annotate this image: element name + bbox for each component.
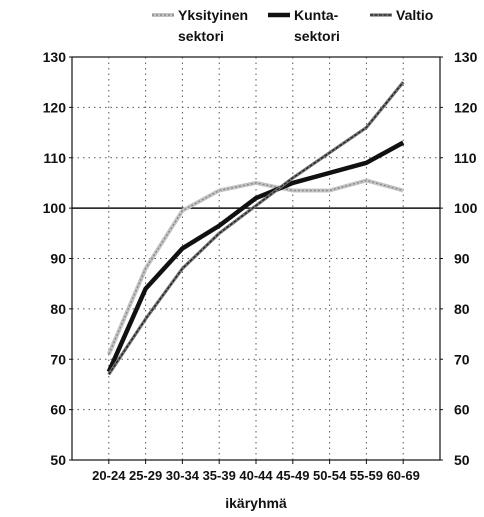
x-tick-label: 50-54	[313, 468, 347, 483]
y-tick-label-left: 130	[43, 49, 67, 65]
y-tick-label-right: 110	[454, 150, 477, 166]
series-2	[107, 81, 405, 376]
legend-label: Yksityinen	[178, 7, 248, 23]
x-tick-label: 55-59	[350, 468, 383, 483]
x-tick-label: 35-39	[203, 468, 236, 483]
legend-label: Valtio	[396, 7, 433, 23]
y-tick-label-left: 90	[50, 251, 66, 267]
grid	[72, 57, 440, 460]
y-tick-label-left: 80	[50, 301, 66, 317]
x-tick-label: 45-49	[276, 468, 309, 483]
y-tick-label-right: 70	[454, 351, 470, 367]
y-tick-label-left: 100	[43, 200, 67, 216]
legend-label: sektori	[294, 28, 340, 44]
y-tick-label-right: 130	[454, 49, 478, 65]
legend-item: Kunta-sektori	[268, 7, 340, 44]
y-tick-label-left: 70	[50, 351, 66, 367]
x-tick-label: 60-69	[387, 468, 420, 483]
legend-label: Kunta-	[294, 7, 339, 23]
x-tick-label: 20-24	[92, 468, 126, 483]
series-lines	[106, 81, 405, 376]
y-axis-left-ticks: 50 60 70 80 90 100 110 120 130	[43, 49, 72, 468]
x-tick-label: 25-29	[129, 468, 162, 483]
series-1	[106, 140, 405, 373]
x-tick-label: 40-44	[239, 468, 273, 483]
x-axis-ticks: 20-24 25-29 30-34 35-39 40-44 45-49 50-54 55-59…	[92, 460, 420, 483]
y-tick-label-left: 120	[43, 99, 67, 115]
y-tick-label-right: 120	[454, 99, 478, 115]
y-tick-label-left: 50	[50, 452, 66, 468]
y-tick-label-left: 60	[50, 402, 66, 418]
series-line	[108, 81, 404, 375]
y-tick-label-right: 60	[454, 402, 470, 418]
legend-item: Yksityinen sektori	[152, 7, 248, 44]
y-tick-label-right: 80	[454, 301, 470, 317]
y-tick-label-right: 90	[454, 251, 470, 267]
y-tick-label-right: 100	[454, 200, 478, 216]
series-line	[106, 140, 405, 373]
y-tick-label-left: 110	[43, 150, 66, 166]
legend-item: Valtio	[370, 7, 433, 23]
y-axis-right-ticks: 50 60 70 80 90 100 110 120 130	[440, 49, 478, 468]
legend-label: sektori	[178, 28, 224, 44]
y-tick-label-right: 50	[454, 452, 470, 468]
series-line	[108, 179, 404, 355]
x-axis-title: ikäryhmä	[225, 495, 287, 511]
series-0	[106, 178, 404, 356]
x-tick-label: 30-34	[166, 468, 200, 483]
